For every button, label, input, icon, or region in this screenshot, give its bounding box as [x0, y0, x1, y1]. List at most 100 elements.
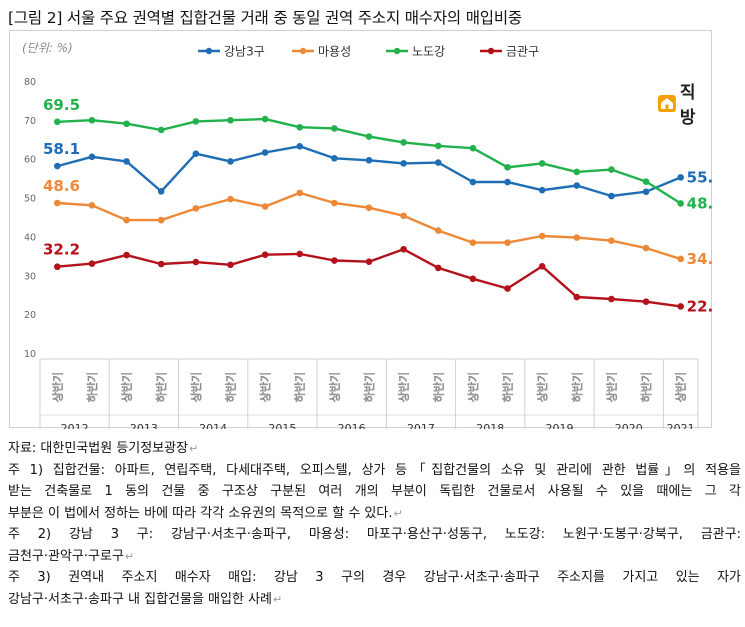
- x-tick-label: 하반기: [154, 372, 168, 402]
- legend-swatch-marker: [299, 47, 307, 55]
- x-tick-label: 하반기: [293, 372, 307, 402]
- y-tick-label: 30: [24, 271, 36, 282]
- year-label: 2016: [338, 422, 366, 429]
- x-tick-label: 하반기: [223, 372, 237, 402]
- y-tick-label: 60: [24, 155, 36, 166]
- legend-entry: 강남3구: [224, 45, 265, 59]
- data-point: [88, 202, 96, 209]
- y-tick-label: 50: [24, 194, 36, 205]
- year-label: 2012: [61, 422, 89, 429]
- data-point: [434, 264, 442, 272]
- x-tick-label: 상반기: [398, 372, 411, 402]
- figure-title: [그림 2] 서울 주요 권역별 집합건물 거래 중 동일 권역 주소지 매수자…: [8, 9, 522, 27]
- data-point: [608, 166, 615, 173]
- x-tick-label: 상반기: [675, 372, 688, 402]
- y-tick-label: 10: [24, 349, 36, 360]
- data-point: [400, 212, 407, 220]
- data-point: [192, 150, 200, 157]
- data-point: [54, 199, 61, 207]
- year-label: 2017: [407, 422, 435, 429]
- year-label: 2018: [476, 422, 504, 429]
- data-point: [573, 182, 581, 189]
- data-point: [54, 118, 61, 126]
- data-point: [331, 155, 338, 162]
- note-2-line-1: 주 2) 강남 3 구: 강남구·서초구·송파구, 마용성: 마포구·용산구·성…: [8, 527, 741, 542]
- legend-entry: 마용성: [318, 45, 351, 59]
- data-point: [434, 159, 442, 166]
- notes-section: 자료: 대한민국법원 등기정보광장↵ 주 1) 집합건물: 아파트, 연립주택,…: [8, 438, 741, 610]
- source-text: 자료: 대한민국법원 등기정보광장: [8, 441, 189, 456]
- data-point: [54, 263, 61, 271]
- x-tick-label: 상반기: [328, 372, 341, 402]
- x-tick-label: 하반기: [570, 372, 584, 402]
- data-point: [296, 142, 304, 150]
- x-tick-label: 하반기: [501, 372, 515, 402]
- data-point: [261, 115, 269, 123]
- data-point: [469, 239, 477, 246]
- data-point: [365, 133, 373, 140]
- data-point: [677, 200, 684, 207]
- data-point: [157, 188, 165, 195]
- data-point: [642, 244, 650, 252]
- end-value-label: 48.5: [687, 194, 713, 212]
- x-tick-label: 상반기: [605, 372, 618, 402]
- data-point: [608, 295, 615, 303]
- data-point: [434, 142, 442, 150]
- source-note: 자료: 대한민국법원 등기정보광장↵: [8, 441, 199, 456]
- data-point: [123, 251, 130, 259]
- data-point: [538, 186, 546, 194]
- data-point: [469, 275, 477, 283]
- data-point: [400, 245, 407, 253]
- note-2-line-2-text: 금천구·관악구·구로구: [8, 548, 124, 564]
- data-point: [296, 250, 304, 258]
- data-point: [504, 178, 511, 186]
- year-label: 2020: [615, 422, 643, 429]
- y-tick-label: 20: [24, 310, 36, 321]
- data-point: [504, 163, 511, 171]
- note-1-line-3-text: 부분은 이 법에서 정하는 바에 따라 각각 소유권의 목적으로 할 수 있다.: [8, 505, 393, 521]
- year-label: 2015: [268, 422, 296, 429]
- start-value-label: 58.1: [43, 140, 80, 158]
- data-point: [642, 298, 650, 306]
- data-point: [573, 293, 581, 301]
- data-point: [88, 153, 96, 161]
- data-point: [365, 258, 373, 265]
- end-value-label: 22.0: [687, 297, 713, 315]
- x-tick-label: 하반기: [85, 372, 99, 402]
- y-tick-label: 80: [24, 77, 36, 88]
- data-point: [192, 205, 200, 212]
- note-1-line-3: 부분은 이 법에서 정하는 바에 따라 각각 소유권의 목적으로 할 수 있다.…: [8, 505, 403, 521]
- data-point: [261, 149, 269, 156]
- data-point: [400, 160, 407, 167]
- series-line: [57, 248, 681, 308]
- x-tick-label: 상반기: [121, 372, 134, 402]
- note-3-line-1: 주 3) 권역내 주소지 매수자 매입: 강남 3 구의 경우 강남구·서초구·…: [8, 570, 741, 585]
- data-point: [538, 232, 546, 240]
- x-tick-label: 하반기: [362, 372, 376, 402]
- data-point: [608, 192, 615, 200]
- data-point: [123, 120, 130, 128]
- data-point: [573, 234, 581, 241]
- data-point: [365, 204, 373, 211]
- data-point: [227, 158, 234, 165]
- data-point: [157, 126, 165, 134]
- data-point: [365, 156, 373, 164]
- chart-area: (단위: %) 10 20 30 40 50 60 70 80 강남3구 마용성 노도강 금관구 상반기 하…: [9, 30, 713, 429]
- x-tick-label: 상반기: [467, 372, 480, 402]
- data-point: [642, 178, 650, 185]
- data-point: [157, 216, 165, 224]
- data-point: [504, 239, 511, 246]
- data-point: [677, 174, 684, 181]
- legend-swatch-marker: [487, 47, 495, 55]
- legend-swatch-marker: [205, 47, 213, 55]
- data-point: [677, 303, 684, 310]
- y-tick-label: 40: [24, 232, 36, 243]
- data-point: [296, 123, 304, 131]
- y-tick-label: 70: [24, 116, 36, 127]
- brand-logo: 직방: [657, 78, 711, 128]
- data-point: [573, 168, 581, 176]
- note-1-line-1: 주 1) 집합건물: 아파트, 연립주택, 다세대주택, 오피스텔, 상가 등「…: [8, 462, 741, 478]
- data-point: [677, 255, 684, 263]
- data-point: [157, 260, 165, 268]
